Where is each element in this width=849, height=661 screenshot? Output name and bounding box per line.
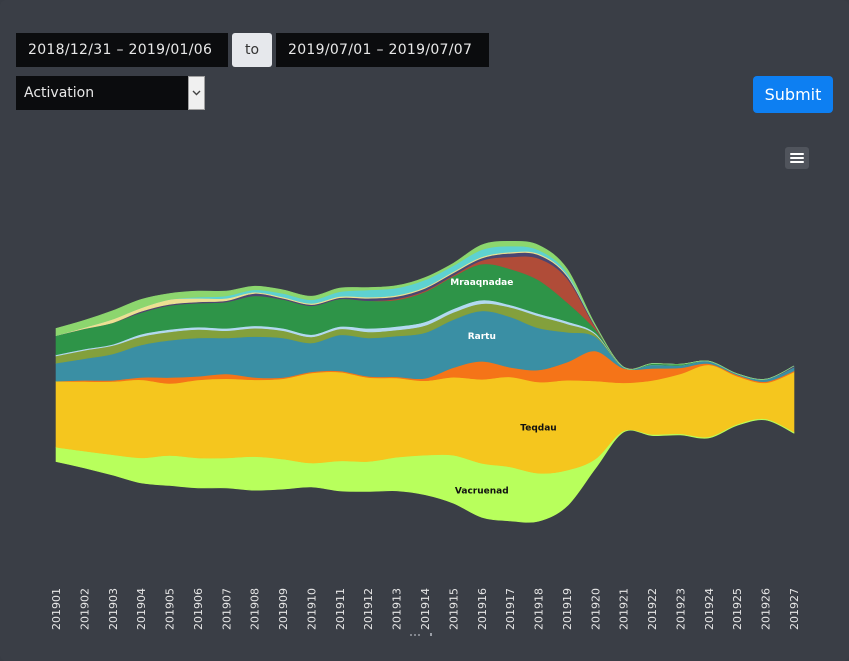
stream-label-mraaqnadae: Mraaqnadae [450, 278, 513, 288]
x-tick-label: 201902 [78, 588, 91, 630]
scrollbar-handle[interactable] [410, 633, 432, 636]
x-tick-label: 201915 [447, 588, 460, 630]
x-tick-label: 201910 [306, 588, 319, 630]
x-tick-label: 201917 [504, 588, 517, 630]
x-tick-label: 201919 [561, 588, 574, 630]
x-tick-label: 201901 [50, 588, 63, 630]
x-tick-label: 201905 [164, 588, 177, 630]
stream-label-teqdau: Teqdau [520, 424, 556, 434]
x-tick-label: 201922 [646, 588, 659, 630]
x-tick-label: 201908 [249, 588, 262, 630]
select-arrow[interactable] [188, 76, 205, 110]
x-tick-label: 201913 [391, 588, 404, 630]
metric-select[interactable]: Activation [16, 76, 205, 110]
x-tick-label: 201907 [220, 588, 233, 630]
x-tick-label: 201920 [589, 588, 602, 630]
x-tick-label: 201923 [675, 588, 688, 630]
chevron-down-icon [192, 90, 201, 96]
end-week-picker[interactable]: 2019/07/01 – 2019/07/07 [276, 33, 489, 67]
stream-layer-series-11[interactable] [55, 240, 795, 380]
x-tick-label: 201914 [419, 588, 432, 630]
x-tick-label: 201916 [476, 588, 489, 630]
stream-label-rartu: Rartu [468, 332, 496, 342]
x-tick-label: 201924 [703, 588, 716, 630]
x-tick-label: 201921 [618, 588, 631, 630]
x-tick-label: 201918 [533, 588, 546, 630]
to-label: to [232, 33, 272, 67]
x-tick-label: 201912 [362, 588, 375, 630]
x-tick-label: 201911 [334, 588, 347, 630]
x-tick-label: 201927 [788, 588, 801, 630]
x-tick-label: 201903 [107, 588, 120, 630]
start-week-picker[interactable]: 2018/12/31 – 2019/01/06 [16, 33, 228, 67]
x-tick-label: 201909 [277, 588, 290, 630]
stream-label-vacruenad: Vacruenad [455, 486, 509, 496]
x-tick-label: 201906 [192, 588, 205, 630]
chart-menu-button[interactable] [785, 147, 809, 169]
x-tick-label: 201925 [731, 588, 744, 630]
metric-select-value: Activation [24, 85, 95, 101]
x-tick-label: 201926 [760, 588, 773, 630]
submit-button[interactable]: Submit [753, 76, 833, 113]
x-tick-label: 201904 [135, 588, 148, 630]
